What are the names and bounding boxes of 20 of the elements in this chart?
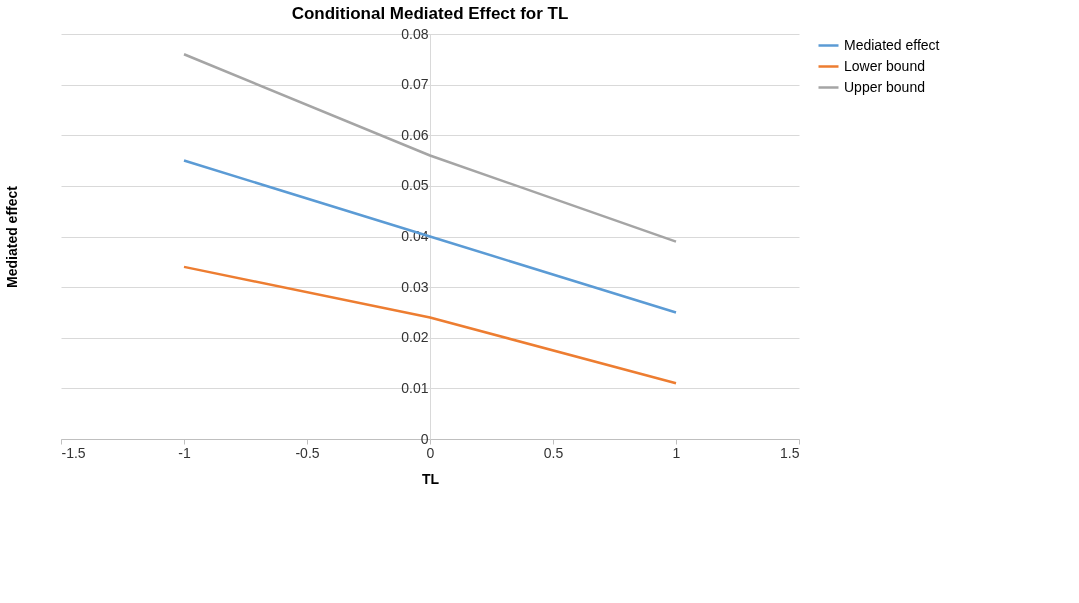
y-tick-label: 0.05 <box>401 177 429 194</box>
y-tick-label: 0 <box>420 430 429 447</box>
x-tick-label: 0.5 <box>543 444 564 461</box>
x-tick-label: 1.5 <box>780 444 800 461</box>
y-tick-label: 0.08 <box>401 25 429 42</box>
y-tick-label: 0.06 <box>401 126 429 143</box>
x-tick-label: -0.5 <box>295 444 320 461</box>
y-axis-title: Mediated effect <box>4 185 21 288</box>
legend-label: Upper bound <box>844 78 925 95</box>
x-tick-label: -1 <box>178 444 191 461</box>
y-tick-label: 0.02 <box>401 329 429 346</box>
x-tick-label: 1 <box>672 444 681 461</box>
legend-label: Lower bound <box>844 57 925 74</box>
chart-title: Conditional Mediated Effect for TL <box>291 4 569 23</box>
y-tick-label: 0.03 <box>401 278 429 295</box>
x-axis-title: TL <box>421 470 440 487</box>
x-tick-label: -1.5 <box>61 444 86 461</box>
legend-label: Mediated effect <box>844 36 940 53</box>
y-tick-label: 0.01 <box>401 379 429 396</box>
y-tick-label: 0.07 <box>401 76 429 93</box>
